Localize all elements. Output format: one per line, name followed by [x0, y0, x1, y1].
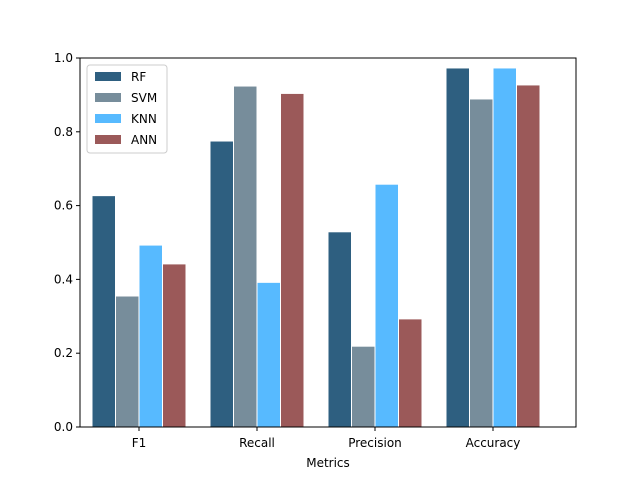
x-tick-label: Recall — [239, 436, 275, 450]
legend-label-knn: KNN — [131, 112, 157, 126]
bar-rf-f1 — [91, 195, 116, 428]
legend-box — [86, 64, 168, 154]
y-tick-label: 0.2 — [54, 346, 73, 360]
bar-ann-accuracy — [516, 84, 541, 428]
x-axis: F1 Recall Precision Accuracy — [132, 427, 521, 450]
legend-swatch-ann — [95, 135, 121, 144]
x-tick-label: Accuracy — [466, 436, 521, 450]
legend: RF SVM KNN ANN — [86, 64, 168, 154]
bar-svm-recall — [233, 85, 258, 428]
y-tick-label: 0.0 — [54, 420, 73, 434]
bar-knn-accuracy — [492, 67, 517, 428]
legend-swatch-svm — [95, 93, 121, 102]
bar-knn-f1 — [138, 244, 163, 428]
legend-label-ann: ANN — [131, 133, 157, 147]
legend-label-svm: SVM — [131, 91, 157, 105]
legend-label-rf: RF — [131, 70, 146, 84]
y-tick-label: 1.0 — [54, 51, 73, 65]
x-axis-label: Metrics — [306, 456, 350, 470]
legend-swatch-knn — [95, 114, 121, 123]
legend-swatch-rf — [95, 72, 121, 81]
bar-rf-recall — [209, 140, 234, 428]
bars-group — [91, 67, 541, 428]
plot-frame — [79, 57, 577, 428]
bar-ann-precision — [398, 318, 423, 428]
x-tick-label: Precision — [348, 436, 402, 450]
bar-ann-f1 — [162, 263, 187, 428]
bar-svm-accuracy — [469, 98, 494, 428]
y-tick-label: 0.8 — [54, 125, 73, 139]
y-axis: 0.0 0.2 0.4 0.6 0.8 1.0 — [54, 51, 80, 434]
bar-rf-precision — [327, 231, 352, 428]
bar-knn-precision — [374, 183, 399, 428]
bar-svm-f1 — [115, 295, 140, 428]
x-tick-label: F1 — [132, 436, 147, 450]
bar-svm-precision — [351, 345, 376, 428]
bar-ann-recall — [280, 92, 305, 428]
bar-knn-recall — [256, 281, 281, 428]
y-tick-label: 0.4 — [54, 272, 73, 286]
bar-rf-accuracy — [445, 67, 470, 428]
y-tick-label: 0.6 — [54, 199, 73, 213]
